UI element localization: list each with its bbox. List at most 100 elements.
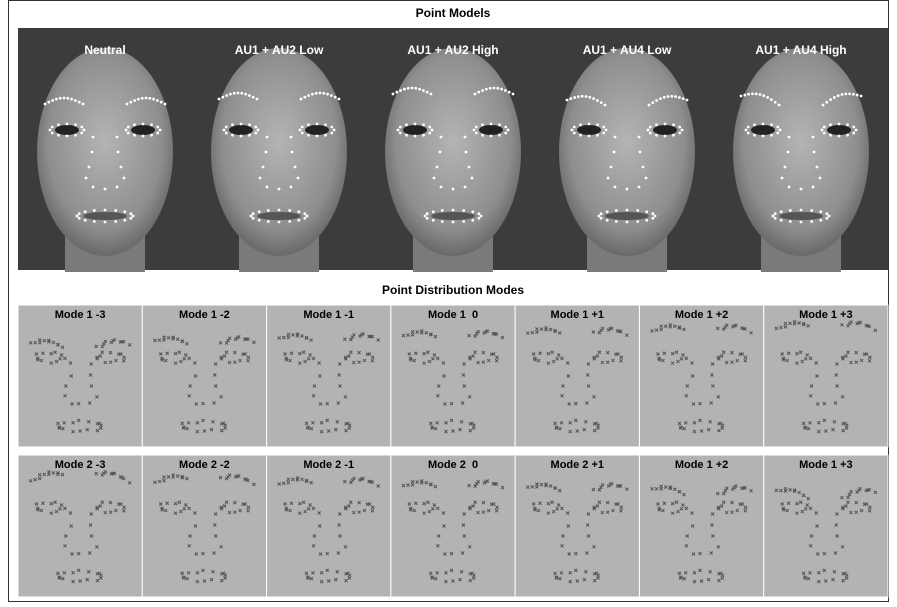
landmark-point — [315, 92, 318, 95]
landmark-point — [789, 209, 792, 212]
landmark-point — [254, 126, 257, 129]
landmark-point — [319, 92, 322, 95]
face-image — [559, 48, 695, 256]
mode-label: Mode 1 -1 — [303, 309, 354, 321]
landmark-point — [452, 209, 455, 212]
eye — [577, 125, 601, 135]
landmark-point — [626, 221, 629, 224]
landmark-point — [88, 166, 91, 169]
mouth — [431, 212, 475, 220]
landmark-point — [475, 132, 478, 135]
landmark-point — [822, 104, 825, 107]
landmark-point — [774, 217, 777, 220]
landmark-point — [636, 220, 639, 223]
landmark-point — [780, 219, 783, 222]
landmark-point — [664, 123, 667, 126]
landmark-point — [600, 212, 603, 215]
mode-panel — [515, 305, 639, 447]
landmark-point — [638, 136, 641, 139]
landmark-point — [66, 123, 69, 126]
landmark-point — [142, 123, 145, 126]
landmark-point — [605, 129, 608, 132]
landmark-point — [579, 134, 582, 137]
landmark-point — [399, 89, 402, 92]
mode-label: Mode 1 +2 — [675, 309, 729, 321]
landmark-point — [299, 129, 302, 132]
landmark-point — [604, 104, 607, 107]
landmark-point — [439, 151, 442, 154]
landmark-point — [316, 135, 319, 138]
landmark-point — [490, 135, 493, 138]
landmark-point — [311, 93, 314, 96]
landmark-point — [418, 88, 421, 91]
landmark-point — [743, 94, 746, 97]
landmark-point — [432, 219, 435, 222]
mode-panel — [764, 455, 888, 597]
landmark-point — [78, 217, 81, 220]
landmark-point — [133, 99, 136, 102]
landmark-point — [145, 97, 148, 100]
landmark-point — [392, 93, 395, 96]
landmark-point — [596, 134, 599, 137]
landmark-point — [303, 212, 306, 215]
landmark-point — [338, 98, 341, 101]
eye — [55, 125, 79, 135]
landmark-point — [452, 188, 455, 191]
landmark-point — [577, 95, 580, 98]
landmark-point — [602, 126, 605, 129]
face-label: AU1 + AU4 High — [755, 43, 846, 57]
landmark-point — [844, 92, 847, 95]
landmark-point — [747, 93, 750, 96]
landmark-point — [405, 134, 408, 137]
landmark-point — [120, 166, 123, 169]
landmark-point — [654, 215, 657, 218]
landmark-point — [512, 93, 515, 96]
landmark-point — [307, 134, 310, 137]
landmark-point — [566, 99, 569, 102]
landmark-point — [471, 219, 474, 222]
landmark-point — [303, 96, 306, 99]
landmark-point — [47, 101, 50, 104]
landmark-point — [307, 94, 310, 97]
landmark-point — [573, 96, 576, 99]
landmark-point — [498, 123, 501, 126]
landmark-point — [810, 209, 813, 212]
landmark-point — [770, 98, 773, 101]
landmark-point — [156, 99, 159, 102]
eye — [305, 125, 329, 135]
landmark-point — [823, 126, 826, 129]
landmark-point — [659, 97, 662, 100]
landmark-point — [485, 88, 488, 91]
landmark-point — [788, 136, 791, 139]
landmark-point — [114, 209, 117, 212]
face-image — [37, 48, 173, 256]
mode-label: Mode 1 +3 — [799, 309, 853, 321]
landmark-point — [229, 93, 232, 96]
landmark-point — [63, 97, 66, 100]
landmark-point — [674, 95, 677, 98]
landmark-point — [218, 98, 221, 101]
landmark-point — [83, 129, 86, 132]
landmark-point — [123, 219, 126, 222]
landmark-point — [655, 99, 658, 102]
mode-label: Mode 2 -1 — [303, 459, 354, 471]
landmark-point — [248, 123, 251, 126]
landmark-point — [414, 123, 417, 126]
landmark-point — [74, 123, 77, 126]
landmark-point — [127, 126, 130, 129]
landmark-point — [316, 123, 319, 126]
landmark-point — [70, 98, 73, 101]
landmark-point — [156, 132, 159, 135]
landmark-point — [636, 209, 639, 212]
landmark-point — [156, 126, 159, 129]
figure: Point Models Point Distribution Modes Ne… — [0, 0, 897, 602]
landmark-point — [651, 101, 654, 104]
landmark-point — [498, 134, 501, 137]
landmark-point — [626, 188, 629, 191]
mode-panel — [18, 305, 142, 447]
landmark-point — [240, 92, 243, 95]
landmark-point — [789, 220, 792, 223]
landmark-point — [655, 123, 658, 126]
landmark-point — [504, 89, 507, 92]
landmark-point — [500, 88, 503, 91]
